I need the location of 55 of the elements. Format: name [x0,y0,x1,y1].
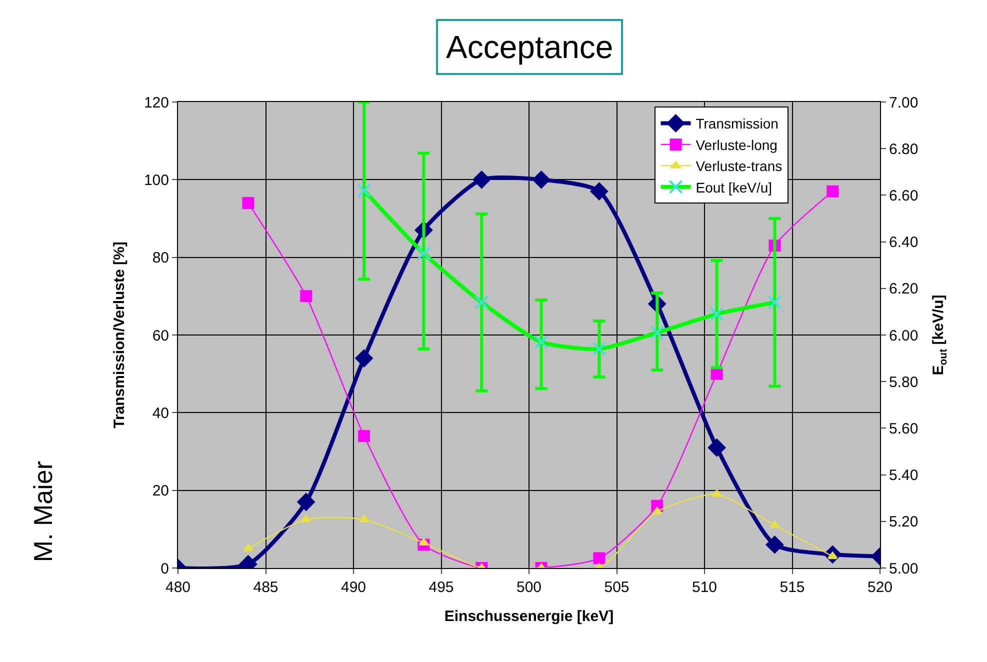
point [358,430,370,442]
point [358,514,370,522]
y2-tick-label: 6.80 [889,140,918,158]
x-tick-label: 495 [428,579,454,596]
point [472,170,490,188]
point [826,185,839,198]
y2-tick-label: 6.20 [889,280,918,298]
x-tick-label: 515 [780,579,805,596]
x-tick-label: 490 [340,579,366,596]
legend-label: Eout [keV/u] [696,179,772,196]
legend-label: Transmission [696,116,778,132]
x-tick-label: 505 [604,579,630,596]
x-tick-label: 520 [867,579,893,596]
point [355,350,373,368]
x-tick-label: 480 [165,579,191,596]
legend-label: Verluste-long [696,136,778,153]
legend-label: Verluste-trans [696,158,782,174]
y2-tick-label: 6.40 [889,234,918,252]
y-tick-label: 60 [152,327,169,344]
point [766,536,784,554]
x-tick-label: 500 [516,579,542,596]
point [590,182,608,200]
y-axis-title: Transmission/Verluste [%] [111,242,128,428]
text: M. Maier [28,460,58,562]
y2-tick-label: 7.00 [889,94,918,112]
point [708,438,726,456]
point [593,552,606,564]
point [301,514,312,522]
point [710,368,723,380]
y-tick-label: 120 [144,94,169,112]
y-tick-label: 40 [152,404,169,422]
y2-tick-label: 5.20 [889,514,918,531]
y-tick-label: 20 [152,482,169,500]
point [532,170,550,188]
y2-tick-label: 6.60 [889,187,918,204]
y-tick-label: 80 [152,250,169,267]
x-tick-label: 485 [253,579,278,596]
y-tick-label: 100 [144,172,169,189]
chart-title: Acceptance [446,29,614,65]
point [712,490,722,497]
point [418,538,429,546]
x-tick-label: 510 [692,579,718,596]
point [297,493,315,511]
y2-tick-label: 5.60 [889,420,918,438]
point [243,544,254,552]
point [770,520,780,528]
point [652,507,662,514]
y2-tick-label: 5.80 [889,374,918,391]
y-tick-label: 0 [160,560,169,578]
point [242,196,254,209]
y2-tick-label: 5.40 [889,467,918,484]
y2-tick-label: 6.00 [889,327,918,344]
y2-tick-label: 5.00 [889,560,918,578]
point [300,290,312,302]
x-axis-title: Einschussenergie [keV] [444,608,614,625]
